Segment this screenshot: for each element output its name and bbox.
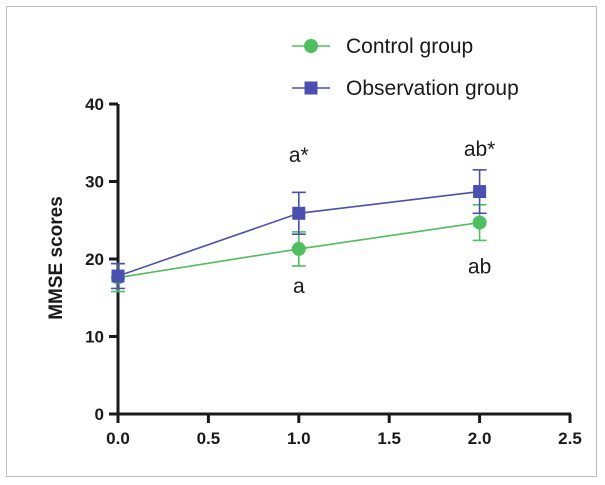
annotation-label: ab* bbox=[464, 138, 496, 161]
annotation-label: a* bbox=[289, 144, 309, 167]
legend-marker bbox=[304, 39, 318, 53]
x-tick-label: 0.5 bbox=[197, 429, 221, 448]
annotation-label: a bbox=[293, 275, 305, 298]
axes: 0.0 0.5 1.0 1.5 2.0 2.5 0 10 20 30 40 bbox=[85, 95, 582, 448]
data-marks bbox=[111, 169, 487, 293]
y-tick-label: 20 bbox=[85, 250, 104, 269]
legend-item-control: Control group bbox=[292, 35, 473, 58]
x-tick-label: 1.0 bbox=[287, 429, 311, 448]
data-point bbox=[473, 185, 487, 199]
y-tick-label: 30 bbox=[85, 173, 104, 192]
y-axis-label: MMSE scores bbox=[46, 196, 67, 320]
data-point bbox=[291, 241, 306, 256]
x-tick-label: 2.5 bbox=[558, 429, 582, 448]
legend-item-observation: Observation group bbox=[292, 77, 519, 100]
x-tick-label: 0.0 bbox=[106, 429, 130, 448]
data-point bbox=[472, 215, 487, 230]
x-tick-label: 1.5 bbox=[377, 429, 401, 448]
legend-marker bbox=[304, 81, 318, 95]
data-point bbox=[111, 269, 125, 283]
data-point bbox=[292, 206, 306, 220]
chart-frame bbox=[6, 6, 597, 477]
y-tick-label: 10 bbox=[85, 328, 104, 347]
y-tick-label: 40 bbox=[85, 95, 104, 114]
x-tick-label: 2.0 bbox=[468, 429, 492, 448]
series-observation bbox=[111, 169, 487, 290]
annotations: a* a ab* ab bbox=[289, 138, 495, 298]
legend-label: Control group bbox=[346, 35, 473, 58]
legend-label: Observation group bbox=[346, 77, 519, 100]
y-tick-label: 0 bbox=[95, 405, 104, 424]
annotation-label: ab bbox=[468, 256, 491, 279]
legend: Control group Observation group bbox=[292, 35, 519, 100]
